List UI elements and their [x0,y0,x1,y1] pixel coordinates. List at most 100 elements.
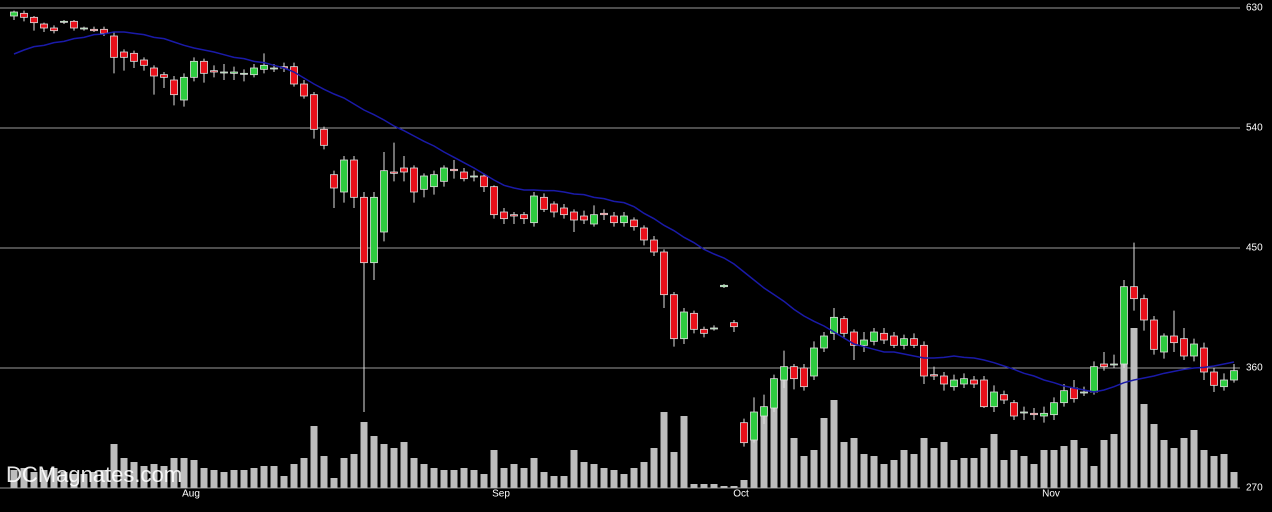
candle-body [1140,298,1148,321]
volume-bar [390,448,398,488]
candle-body [40,23,48,29]
candle-body [970,379,978,385]
volume-bar [590,464,598,488]
volume-bar [560,476,568,488]
volume-bar [150,464,158,488]
y-tick-label: 450 [1246,243,1263,254]
volume-bar [370,436,378,488]
candle-body [900,338,908,346]
volume-bar [710,484,718,488]
candle-body [30,16,38,24]
candle-body [750,411,758,441]
candle-body [230,71,238,74]
volume-bar [1140,404,1148,488]
volume-bar [340,458,348,488]
candle-body [780,366,788,381]
volume-bar [1010,450,1018,488]
candle-body [830,316,838,334]
candle-body [50,27,58,32]
candle-body [200,60,208,74]
volume-bar [640,462,648,488]
volume-bar [540,472,548,488]
candle-body [610,215,618,224]
volume-bar [60,472,68,488]
volume-bar [190,460,198,488]
volume-bar [890,460,898,488]
candle-body [1160,335,1168,353]
candle-body [680,311,688,340]
volume-bar [120,458,128,488]
candle-body [1230,370,1238,381]
volume-bar [40,470,48,488]
candle-body [10,11,18,17]
volume-bar [160,466,168,488]
candle-body [990,391,998,408]
candle-body [240,72,248,75]
volume-bar [140,466,148,488]
volume-bar [330,478,338,488]
candle-body [590,214,598,225]
volume-bar [1170,448,1178,488]
candle-body [1210,371,1218,386]
volume-bar [990,434,998,488]
candle-body [520,214,528,220]
volume-bar [810,450,818,488]
candle-body [70,20,78,29]
candle-body [620,215,628,224]
volume-bar [320,456,328,488]
volume-bar [230,470,238,488]
volume-bar [950,460,958,488]
moving-average-line [13,31,1235,393]
volume-bar [460,468,468,488]
candle-body [790,366,798,380]
candle-body [270,67,278,70]
candle-body [1030,412,1038,416]
volume-bar [670,452,678,488]
candle-body [550,203,558,213]
candle-body [290,66,298,85]
candle-body [140,59,148,66]
volume-bar [1000,460,1008,488]
volume-bar [720,486,728,488]
volume-bar [180,458,188,488]
candle-body [180,76,188,101]
volume-bar [1120,358,1128,488]
candle-body [110,35,118,58]
candle-body [1070,387,1078,400]
candle-body [1100,363,1108,368]
candle-body [460,171,468,180]
candle-body [720,284,728,288]
volume-bar [260,466,268,488]
candle-body [840,318,848,334]
volume-bar [970,458,978,488]
candle-body [360,196,368,264]
volume-bar [100,470,108,488]
candle-body [920,344,928,377]
candle-body [1220,379,1228,388]
candle-body [880,332,888,341]
volume-bar [1160,440,1168,488]
volume-bar [50,468,58,488]
candle-body [260,64,268,70]
volume-bar [1110,434,1118,488]
candle-body [560,207,568,216]
candle-body [80,27,88,30]
volume-bar [930,448,938,488]
y-tick-label: 540 [1246,123,1263,134]
candle-body [480,175,488,188]
candle-body [860,339,868,346]
volume-bar [630,468,638,488]
volume-bar [840,442,848,488]
volume-bar [690,484,698,488]
candle-body [350,159,358,198]
volume-bar [800,456,808,488]
volume-bar [880,464,888,488]
candle-body [500,211,508,220]
candle-body [710,327,718,330]
candle-body [1130,286,1138,300]
candle-body [160,74,168,78]
volume-bar [80,474,88,488]
candle-body [410,167,418,193]
volume-bar [200,468,208,488]
